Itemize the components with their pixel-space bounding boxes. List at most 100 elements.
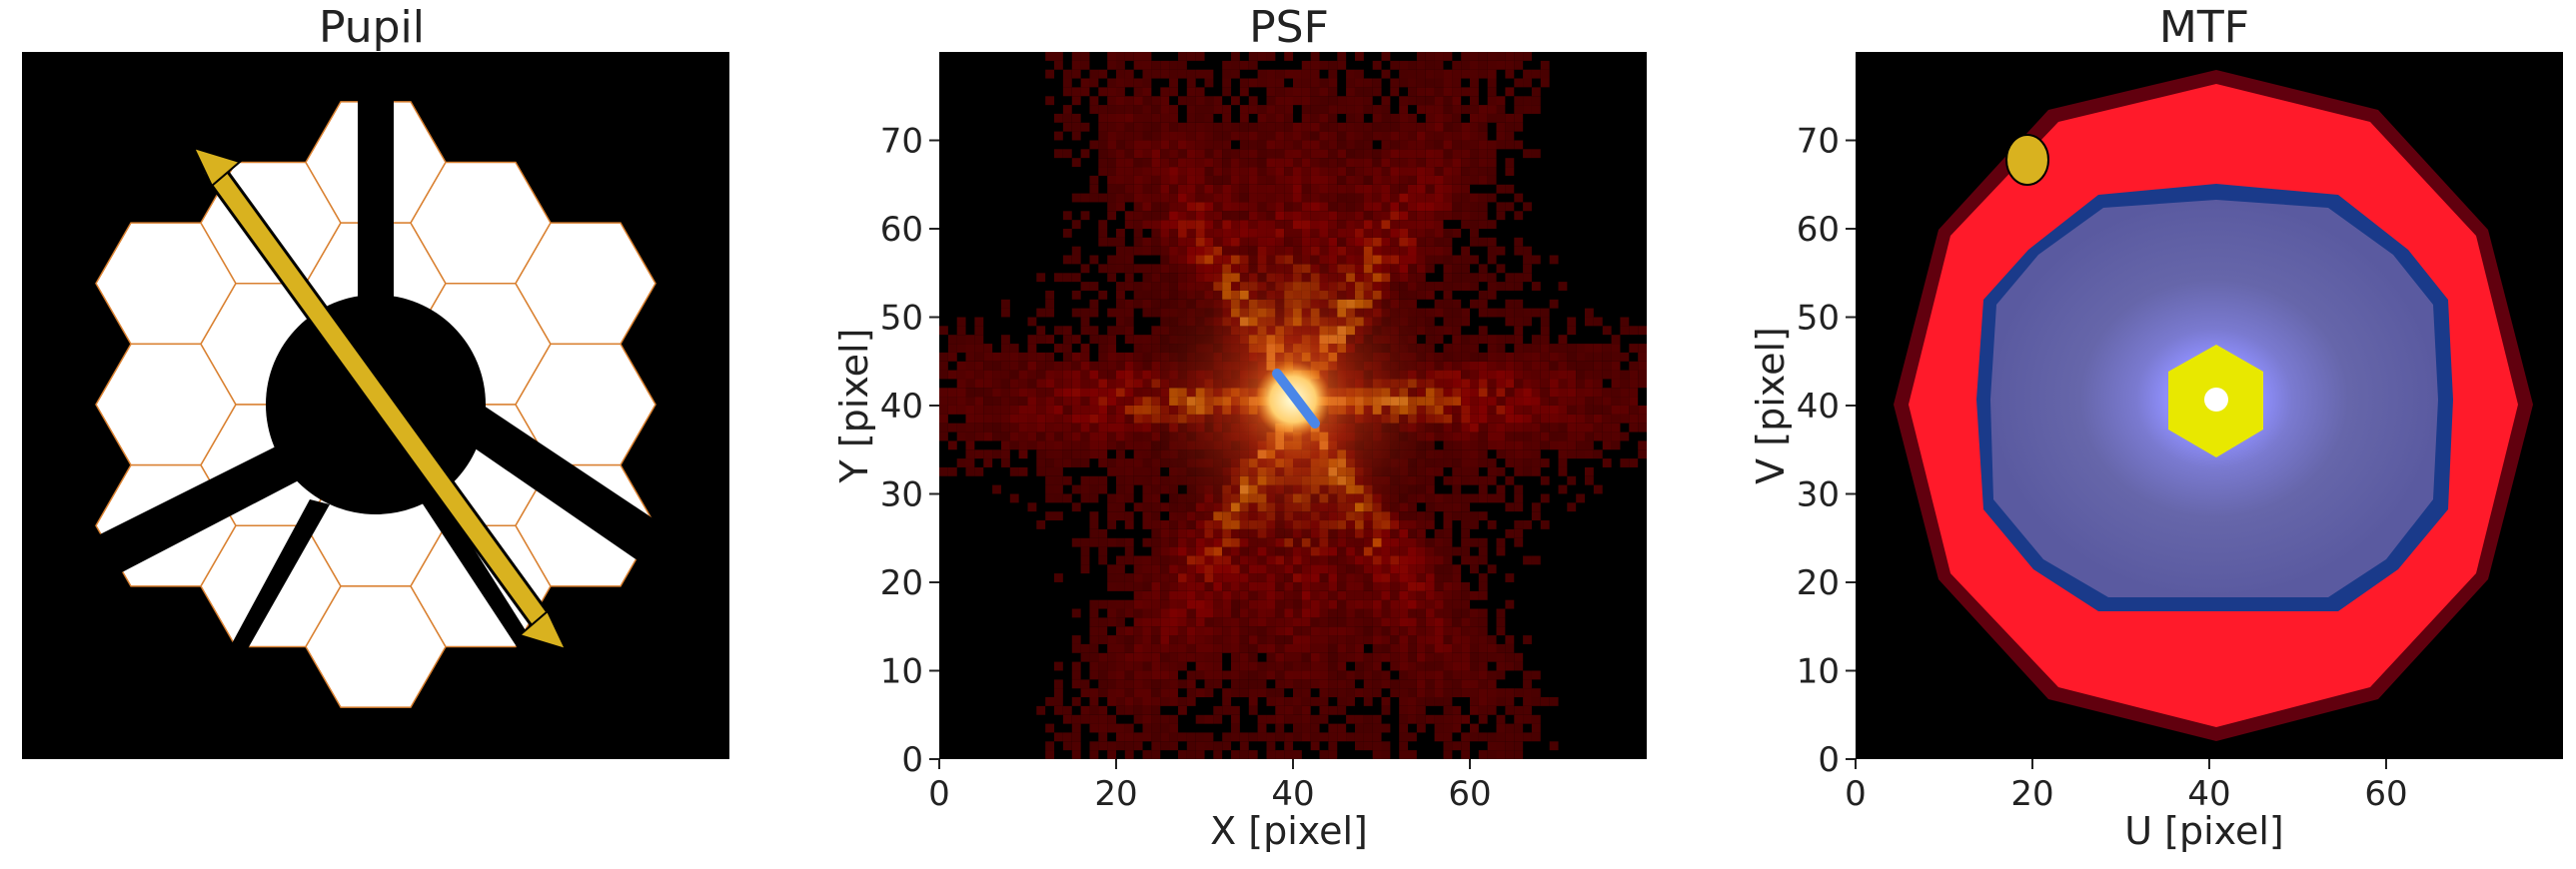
psf-pixel [1310, 732, 1320, 742]
psf-pixel [1434, 573, 1444, 582]
psf-pixel [1505, 750, 1515, 759]
psf-pixel [1540, 475, 1550, 485]
psf-pixel [1514, 397, 1524, 406]
psf-pixel [1372, 679, 1382, 689]
psf-pixel [1443, 211, 1453, 221]
psf-pixel [1239, 750, 1249, 759]
psf-pixel [1328, 184, 1338, 194]
psf-pixel [1231, 635, 1240, 644]
psf-pixel [1399, 537, 1409, 547]
psf-pixel [1496, 379, 1506, 389]
psf-pixel [1523, 352, 1532, 362]
psf-pixel [1275, 140, 1285, 150]
psf-pixel [1222, 732, 1232, 742]
psf-pixel [1213, 590, 1223, 600]
psf-pixel [1328, 705, 1338, 715]
psf-pixel [1009, 344, 1019, 353]
psf-pixel [1505, 273, 1515, 283]
psf-pixel [1576, 344, 1586, 353]
psf-pixel [1638, 370, 1647, 380]
psf-pixel [1425, 697, 1435, 706]
psf-pixel [1478, 705, 1488, 715]
psf-pixel [1045, 406, 1055, 415]
psf-pixel [1089, 96, 1099, 106]
psf-pixel [1142, 732, 1152, 742]
psf-pixel [1160, 149, 1170, 159]
psf-pixel [1319, 688, 1329, 698]
psf-pixel [992, 484, 1001, 494]
psf-pixel [1248, 122, 1258, 132]
psf-pixel [1514, 211, 1524, 221]
psf-pixel [1363, 599, 1373, 609]
psf-pixel [1284, 193, 1294, 203]
psf-pixel [1089, 714, 1099, 724]
psf-pixel [1186, 193, 1196, 203]
psf-pixel [1328, 599, 1338, 609]
psf-pixel [1301, 697, 1311, 706]
psf-pixel [1107, 440, 1117, 450]
psf-pixel [1540, 697, 1550, 706]
psf-pixel [1514, 466, 1524, 476]
psf-pixel [1213, 599, 1223, 609]
psf-pixel [1540, 308, 1550, 318]
psf-pixel [1416, 723, 1426, 733]
psf-pixel [1514, 379, 1524, 389]
psf-pixel [1452, 458, 1462, 467]
psf-pixel [1408, 273, 1417, 283]
psf-pixel [1443, 273, 1453, 283]
psf-pixel [1160, 167, 1170, 176]
psf-pixel [1204, 590, 1214, 600]
psf-pixel [1116, 96, 1125, 106]
psf-pixel [1470, 511, 1479, 521]
psf-pixel [1531, 555, 1541, 565]
psf-pixel [1045, 352, 1055, 362]
psf-pixel [1425, 167, 1435, 176]
psf-pixel [1275, 661, 1285, 671]
psf-pixel [1328, 573, 1338, 582]
psf-pixel [1107, 397, 1117, 406]
psf-pixel [1416, 167, 1426, 176]
psf-pixel [1124, 52, 1134, 61]
psf-pixel [1293, 184, 1302, 194]
psf-pixel [1408, 69, 1417, 79]
psf-pixel [1523, 317, 1532, 327]
psf-pixel [1089, 652, 1099, 662]
psf-pixel [1107, 140, 1117, 150]
psf-pixel [1567, 475, 1577, 485]
psf-pixel [1514, 96, 1524, 106]
psf-pixel [1195, 537, 1205, 547]
psf-pixel [1549, 697, 1559, 706]
psf-pixel [1301, 582, 1311, 591]
psf-pixel [1107, 361, 1117, 371]
psf-pixel [1531, 406, 1541, 415]
psf-pixel [1062, 705, 1072, 715]
psf-pixel [1001, 406, 1010, 415]
psf-pixel [1062, 273, 1072, 283]
psf-pixel [1461, 714, 1471, 724]
psf-pixel [1443, 626, 1453, 636]
psf-pixel [1169, 573, 1178, 582]
psf-pixel [1372, 590, 1382, 600]
psf-pixel [1461, 590, 1471, 600]
psf-pixel [1478, 458, 1488, 467]
psf-pixel [1089, 484, 1099, 494]
psf-pixel [1452, 69, 1462, 79]
psf-pixel [1390, 555, 1400, 565]
psf-pixel [1239, 635, 1249, 644]
psf-pixel [1416, 282, 1426, 291]
psf-pixel [1151, 96, 1161, 106]
psf-pixel [1124, 167, 1134, 176]
psf-pixel [1363, 122, 1373, 132]
psf-pixel [1531, 440, 1541, 450]
psf-pixel [1372, 78, 1382, 88]
psf-pixel [1275, 697, 1285, 706]
psf-pixel [1416, 582, 1426, 591]
psf-pixel [1186, 87, 1196, 97]
psf-pixel [1328, 652, 1338, 662]
psf-pixel [1071, 537, 1081, 547]
psf-pixel [1036, 414, 1046, 424]
psf-pixel [974, 432, 984, 441]
psf-pixel [1328, 732, 1338, 742]
psf-pixel [1231, 599, 1240, 609]
psf-pixel [1186, 184, 1196, 194]
